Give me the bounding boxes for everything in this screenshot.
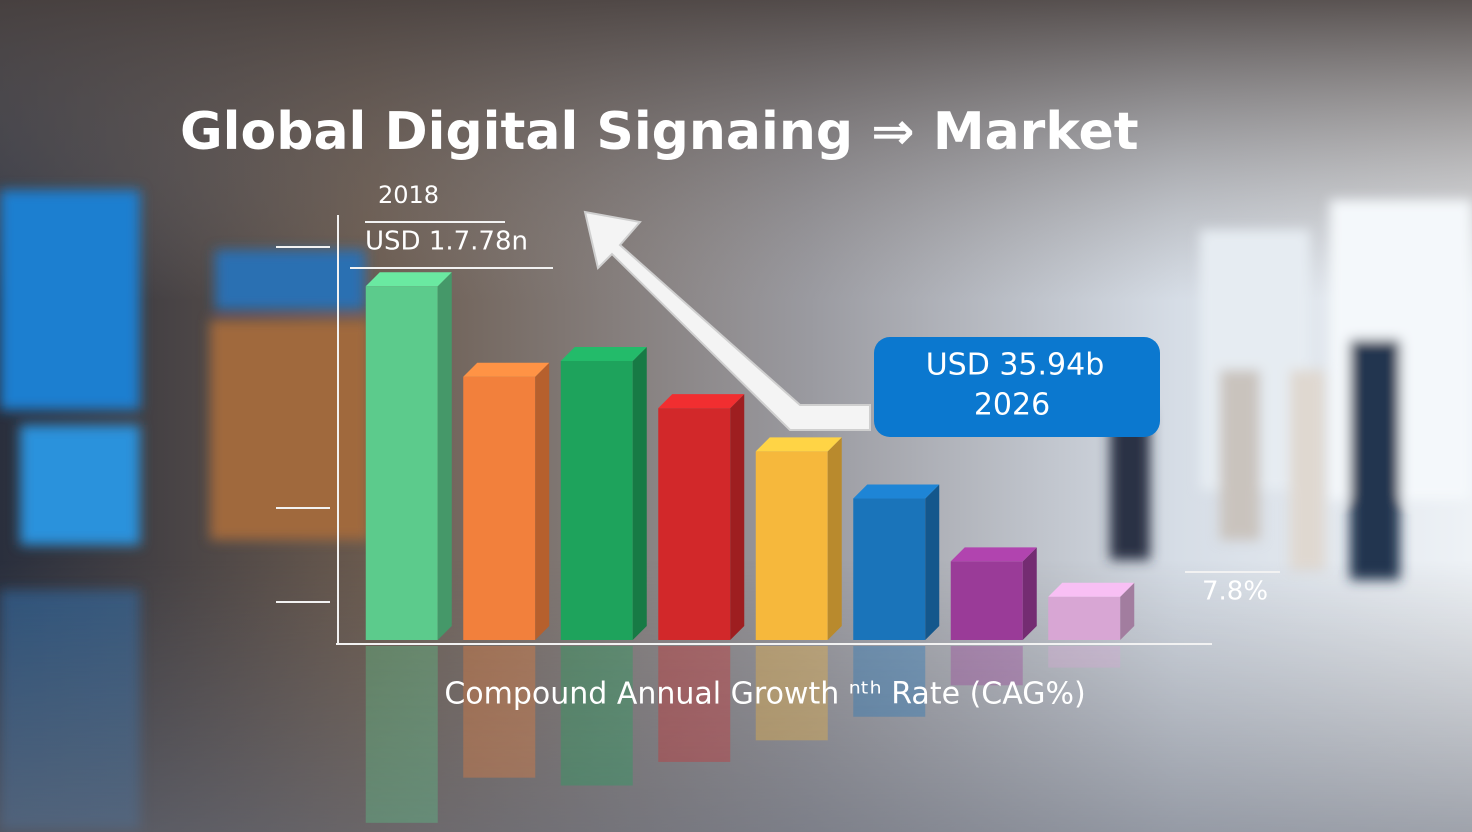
bar [950, 547, 1037, 686]
annotation: USD 35.94b [926, 348, 1105, 383]
bar-reflection [463, 646, 536, 778]
bar-front [755, 451, 828, 640]
axes [276, 215, 1280, 645]
bar-reflection [560, 646, 633, 786]
bar-side [1022, 547, 1037, 640]
bar-front [950, 561, 1023, 640]
bar-reflection [658, 646, 731, 762]
x-axis-label: Compound Annual Growth ⁿᵗʰ Rate (CAG%) [444, 677, 1085, 712]
bars [365, 272, 1135, 823]
bar-reflection [950, 646, 1023, 686]
annotation: 2026 [974, 388, 1050, 423]
annotation: 2018 [378, 181, 439, 209]
bar-front [853, 498, 926, 640]
bar-reflection [853, 646, 926, 717]
screen [215, 250, 365, 310]
bar-front [1048, 596, 1121, 640]
person [1350, 340, 1400, 580]
bar-reflection [365, 646, 438, 823]
bar-top [658, 394, 745, 409]
bar-top [365, 272, 452, 287]
bar [1048, 582, 1135, 668]
bar-top [560, 346, 647, 361]
bar [755, 437, 842, 741]
callout-box [874, 337, 1160, 437]
bar-front [365, 286, 438, 640]
bar-top [463, 362, 550, 377]
bar-side [1120, 582, 1135, 640]
bar-side [535, 362, 550, 640]
bar [658, 394, 745, 762]
bar [560, 346, 647, 786]
bar-side [730, 394, 745, 640]
trend-arrow [583, 210, 871, 431]
bar-top [853, 484, 940, 499]
person [1220, 370, 1260, 540]
screen [0, 190, 140, 410]
bar-front [463, 376, 536, 640]
bar-reflection [755, 646, 828, 741]
bar-front [658, 408, 731, 640]
bar-reflection [1048, 646, 1121, 668]
bar-top [950, 547, 1037, 562]
bar [463, 362, 550, 778]
bar-side [827, 437, 842, 640]
bar-side [925, 484, 940, 640]
bar-top [1048, 582, 1135, 597]
person [1290, 370, 1325, 570]
bar [365, 272, 452, 823]
bar [853, 484, 940, 717]
annotation: 7.8% [1202, 577, 1268, 607]
bar-side [632, 346, 647, 640]
bar-front [560, 360, 633, 640]
chart-title: Global Digital Signaing ⇒ Market [180, 102, 1139, 162]
bar-top [755, 437, 842, 452]
screen [20, 425, 140, 545]
bar-side [437, 272, 452, 640]
shelf [210, 320, 370, 540]
annotation: USD 1.7.78n [365, 227, 528, 257]
